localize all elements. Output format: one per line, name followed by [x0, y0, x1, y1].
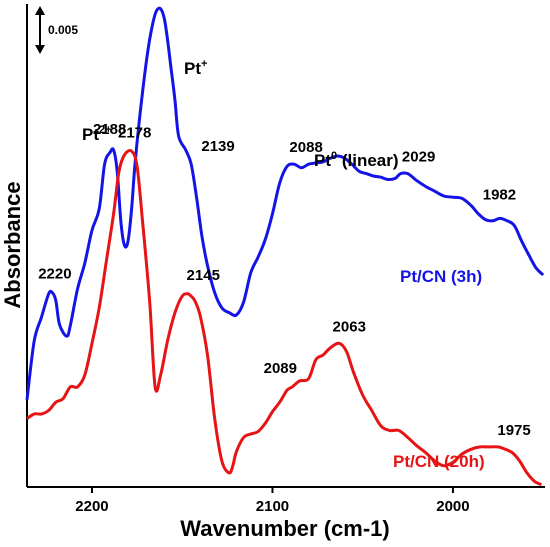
annotation-ptplus: Pt+ [184, 58, 207, 78]
x-tick-label-2200: 2200 [75, 498, 108, 515]
series-line-pt-cn-20h [26, 149, 542, 487]
series-line-pt-cn-3h [25, 6, 545, 400]
peak-label-1982: 1982 [483, 187, 516, 204]
y-axis-label: Absorbance [0, 181, 25, 308]
series-lines [25, 6, 545, 487]
peak-label-1975: 1975 [497, 422, 530, 439]
peak-label-2156: 2156 [159, 0, 192, 2]
scale-bar: 0.005 [35, 6, 78, 54]
peak-label-2220: 2220 [38, 266, 71, 283]
peak-label-2089: 2089 [264, 360, 297, 377]
peak-label-2063: 2063 [333, 318, 366, 335]
peak-label-2188: 2188 [93, 121, 126, 138]
peak-label-2088: 2088 [289, 139, 322, 156]
x-tick-label-2100: 2100 [256, 498, 289, 515]
annotation-pt0-linear: Pt0 (linear) [314, 150, 399, 170]
x-ticks: 2200 2100 2000 [75, 487, 470, 515]
peak-label-2178: 2178 [118, 124, 151, 141]
x-tick-label-2000: 2000 [436, 498, 469, 515]
annotation-pt2plus: Pt2+ [82, 124, 112, 144]
peak-label-2145: 2145 [187, 267, 220, 284]
peak-label-2139: 2139 [201, 138, 234, 155]
peak-label-2029: 2029 [402, 149, 435, 166]
scale-bar-label: 0.005 [48, 23, 78, 37]
series-label-20h: Pt/CN (20h) [393, 452, 485, 471]
x-axis-label: Wavenumber (cm-1) [180, 516, 389, 541]
series-label-3h: Pt/CN (3h) [400, 267, 482, 286]
